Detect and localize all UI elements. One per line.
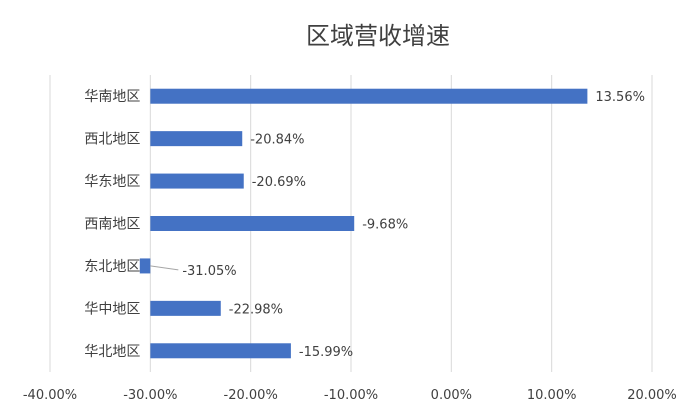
bar [150, 216, 355, 231]
x-tick-label: 20.00% [627, 388, 677, 403]
data-label: -15.99% [299, 345, 353, 360]
category-label: 西南地区 [84, 217, 140, 233]
x-tick-label: -10.00% [324, 388, 378, 403]
category-label: 华南地区 [84, 89, 140, 105]
bars [139, 88, 588, 359]
x-tick-label: -40.00% [23, 388, 77, 403]
leader-line [150, 265, 179, 271]
category-label: 东北地区 [84, 259, 140, 275]
category-label: 华东地区 [84, 174, 140, 190]
data-label: -31.05% [182, 264, 236, 279]
x-tick-label: 0.00% [431, 388, 472, 403]
bar [150, 173, 244, 189]
data-label: -9.68% [362, 218, 408, 233]
x-tick-label: -30.00% [123, 388, 177, 403]
bar [150, 131, 243, 147]
bar [150, 88, 588, 104]
data-label: -22.98% [229, 302, 283, 317]
data-label: -20.69% [252, 175, 306, 190]
x-tick-label: 10.00% [527, 388, 577, 403]
x-axis-tick-labels: -40.00% -30.00% -20.00% -10.00% 0.00% 10.00% 2… [23, 388, 677, 403]
x-tick-label: -20.00% [224, 388, 278, 403]
category-label: 华北地区 [84, 344, 140, 360]
bar [150, 300, 221, 316]
bar [150, 343, 291, 359]
data-label: -20.84% [250, 133, 304, 148]
data-labels: 13.56% -20.84% -20.69% -9.68% -31.05% -22.98%… [150, 90, 645, 360]
data-label: 13.56% [595, 90, 645, 105]
category-label: 西北地区 [84, 132, 140, 148]
bar [139, 258, 151, 274]
category-label: 华中地区 [84, 301, 140, 317]
chart-title: 区域营收增速 [306, 22, 450, 50]
